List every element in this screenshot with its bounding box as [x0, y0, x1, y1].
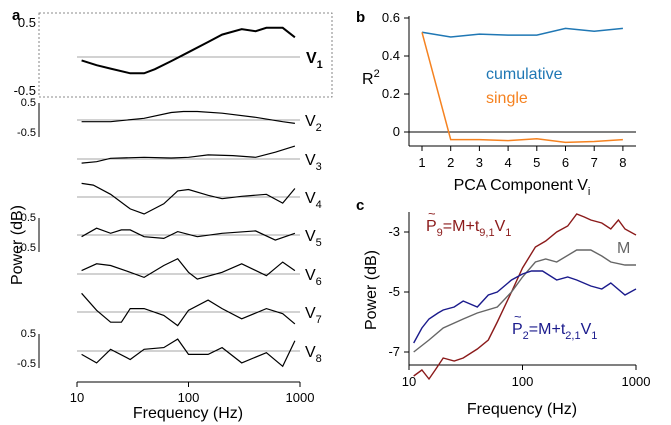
panel-b-x-tick-label: 1	[418, 155, 425, 170]
panel-a-series-V1	[81, 26, 296, 75]
panel-a-series-V3	[81, 145, 296, 164]
panel-a-xlabel: Frequency (Hz)	[133, 405, 243, 422]
panel-a-series-V8	[81, 338, 296, 368]
panel-a-label-V1: V1	[306, 50, 323, 71]
panel-b-y-tick-label: 0.6	[382, 10, 400, 25]
panel-a-label-V3: V3	[305, 152, 322, 173]
panel-a-label-V7: V7	[305, 305, 322, 326]
annotation-m: M	[617, 240, 630, 257]
panel-c-x-tick-label: 1000	[622, 374, 651, 389]
panel-a-row-tick-bottom: -0.5	[17, 242, 36, 254]
panel-b-legend-cumulative: cumulative	[486, 66, 563, 83]
annotation-p2: P2=M+t2,1V1	[512, 321, 597, 342]
panel-b-y-ticks: 0.6 0.4 0.2 0	[382, 10, 409, 139]
panel-b-series-cumulative	[421, 27, 623, 38]
panel-a-label-V5: V5	[305, 228, 322, 249]
panel-b-x-tick-label: 5	[533, 155, 540, 170]
panel-b-x-tick-label: 2	[447, 155, 454, 170]
panel-b-y-tick-label: 0.4	[382, 48, 400, 63]
panel-a-row-tick-top: 0.5	[21, 97, 36, 109]
panel-a-label-V2: V2	[305, 113, 322, 134]
panel-c-ylabel: Power (dB)	[363, 250, 380, 330]
panel-a-series-V2	[81, 110, 295, 124]
panel-c-series-P2	[413, 270, 637, 344]
panel-a-label: a	[12, 7, 21, 24]
panel-a-rows: V1 V2 V3 V4 V5 V6 V7 V8	[77, 26, 323, 368]
panel-a-x-tick-label: 1000	[286, 390, 315, 405]
panel-b-ylabel: R2	[362, 68, 380, 88]
panel-a-series-V5	[81, 227, 296, 241]
annotation-p9: P9=M+t9,1V1	[426, 218, 511, 239]
panel-c-series-P9	[413, 213, 637, 381]
panel-c-series-M	[413, 249, 636, 353]
panel-b-y-tick-label: 0.2	[382, 86, 400, 101]
panel-a-series-V7	[81, 292, 296, 327]
panel-c-xlabel: Frequency (Hz)	[467, 401, 577, 418]
panel-b-series-single	[421, 32, 623, 144]
panel-a-series-V4	[81, 182, 296, 215]
panel-a-x-tick-label: 10	[70, 390, 84, 405]
panel-a-x-tick-label: 100	[178, 390, 200, 405]
panel-b-xlabel: PCA Component Vi	[454, 177, 591, 198]
panel-a-label-V4: V4	[305, 190, 322, 211]
panel-a-row-tick-top: 0.5	[21, 212, 36, 224]
panel-c-y-tick-label: -5	[388, 284, 400, 299]
panel-a-label-V6: V6	[305, 267, 322, 288]
panel-b-legend-single: single	[486, 90, 528, 107]
panel-c-label: c	[356, 197, 364, 214]
panel-a-row-ticks: 0.5 -0.5 0.5 -0.5 0.5 -0.5	[17, 97, 40, 370]
panel-c-x-ticks: 10 100 1000	[402, 365, 651, 389]
panel-b-y-tick-label: 0	[393, 124, 400, 139]
panel-c-series	[413, 213, 637, 381]
panel-a-row-tick-top: 0.5	[21, 328, 36, 340]
panel-b-x-tick-label: 6	[562, 155, 569, 170]
panel-a-ylabel: Power (dB)	[9, 205, 26, 285]
panel-a-v1-box	[38, 12, 333, 98]
panel-a-series-V6	[81, 257, 296, 280]
panel-c-y-tick-label: -7	[388, 344, 400, 359]
panel-c-y-tick-label: -3	[388, 224, 400, 239]
panel-a-y-bottom-label: -0.5	[14, 83, 36, 98]
panel-b-x-tick-label: 4	[504, 155, 511, 170]
panel-b-x-tick-label: 3	[476, 155, 483, 170]
annotation-p2-tilde: ~	[514, 309, 522, 324]
panel-b-series	[421, 27, 623, 144]
panel-b-x-tick-label: 7	[591, 155, 598, 170]
panel-c-x-tick-label: 10	[402, 374, 416, 389]
panel-a-row-tick-bottom: -0.5	[17, 127, 36, 139]
panel-a-x-ticks: 10 100 1000	[70, 382, 315, 405]
panel-b-label: b	[356, 9, 365, 26]
panel-c-y-ticks: -3 -5 -7	[388, 224, 409, 359]
panel-b-x-tick-label: 8	[619, 155, 626, 170]
panel-a-y-top-label: 0.5	[18, 15, 36, 30]
annotation-p9-tilde: ~	[428, 206, 436, 221]
panel-a-row-tick-bottom: -0.5	[17, 358, 36, 370]
panel-b-legend: cumulative single	[486, 66, 563, 107]
panel-c-x-tick-label: 100	[512, 374, 534, 389]
panel-b-x-ticks: 1 2 3 4 5 6 7 8	[418, 146, 627, 170]
panel-a-label-V8: V8	[305, 344, 322, 365]
